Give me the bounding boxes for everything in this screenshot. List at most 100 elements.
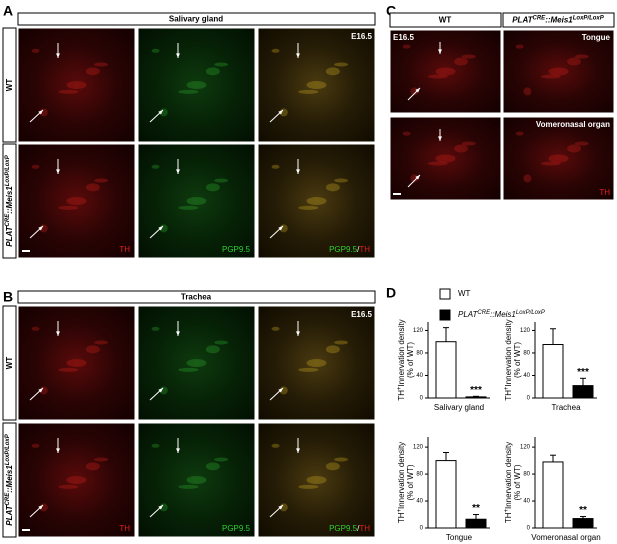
signal	[58, 367, 79, 372]
signal	[85, 183, 100, 192]
signal	[151, 164, 160, 169]
signal	[214, 340, 229, 345]
signal	[540, 74, 561, 79]
signal	[461, 141, 476, 146]
signal	[214, 178, 229, 183]
arrowhead	[158, 505, 163, 510]
text-part: +	[504, 509, 510, 513]
panel-letter: B	[3, 289, 13, 305]
x-label: Vomeronasal organ	[531, 533, 600, 542]
signal	[298, 367, 319, 372]
signal	[205, 345, 220, 354]
panel-header: Trachea	[181, 293, 212, 302]
signal	[334, 340, 349, 345]
y-tick-label: 40	[416, 499, 423, 505]
signal	[427, 161, 448, 166]
text-part: TH	[359, 245, 370, 254]
text-part: PLAT	[5, 225, 14, 246]
signal	[298, 205, 319, 210]
signal	[298, 484, 319, 489]
arrowhead	[56, 169, 60, 174]
signal	[402, 44, 411, 49]
text-part: TH	[504, 390, 513, 401]
row-label-box	[2, 305, 17, 421]
genotype-label: PLATCRE::Meis1LoxP/LoxP	[512, 15, 605, 25]
arrowhead	[176, 169, 180, 174]
text-part: CRE	[533, 15, 547, 21]
signal	[306, 359, 327, 367]
text-part: PGP9.5	[222, 245, 251, 254]
y-tick-label: 40	[523, 373, 530, 379]
text-part: LoxP/LoxP	[5, 154, 11, 186]
y-tick-label: 80	[523, 472, 530, 478]
row-label: WT	[5, 79, 14, 92]
legend-swatch	[439, 309, 451, 321]
text-part: PLAT	[512, 16, 533, 25]
text-part: ::Meis1	[545, 16, 573, 25]
y-label: (% of WT)	[406, 464, 415, 500]
y-tick-label: 120	[520, 328, 531, 334]
arrowhead	[38, 505, 43, 510]
arrowhead	[158, 388, 163, 393]
signal	[306, 476, 327, 484]
text-part: PGP9.5	[329, 245, 358, 254]
signal	[271, 326, 280, 331]
signal	[548, 67, 569, 76]
text-part: TH	[119, 245, 130, 254]
signal	[58, 89, 79, 94]
arrowhead	[278, 110, 283, 115]
signal	[515, 131, 524, 136]
text-part: CRE	[5, 213, 11, 227]
signal	[31, 48, 40, 53]
micrograph	[257, 422, 376, 538]
y-label: TH+Innervation density	[504, 319, 514, 400]
bar	[572, 518, 594, 529]
micrograph	[17, 305, 136, 421]
arrowhead	[296, 53, 300, 58]
y-label: TH+Innervation density	[397, 319, 407, 400]
signal	[271, 443, 280, 448]
stage-label: E16.5	[351, 310, 372, 319]
row-label-box	[2, 422, 17, 538]
signal	[31, 443, 40, 448]
text-part: ::Meis1	[5, 186, 14, 214]
signal	[31, 326, 40, 331]
signal	[214, 62, 229, 67]
micrograph	[502, 29, 615, 114]
bar	[465, 518, 487, 529]
signal	[39, 503, 48, 512]
stain-label: PGP9.5	[222, 524, 251, 533]
header-box	[17, 290, 376, 304]
signal	[523, 174, 532, 183]
significance: **	[472, 503, 480, 514]
significance: ***	[470, 385, 482, 396]
y-tick-label: 80	[523, 351, 530, 357]
micrograph	[17, 422, 136, 538]
signal	[461, 54, 476, 59]
signal	[279, 386, 288, 395]
text-part: /	[357, 245, 360, 254]
text-part: PGP9.5	[329, 524, 358, 533]
header-box	[17, 12, 376, 26]
signal	[186, 197, 207, 205]
arrowhead	[296, 169, 300, 174]
signal	[279, 224, 288, 233]
text-part: LoxP/LoxP	[573, 15, 605, 21]
signal	[435, 67, 456, 76]
signal	[427, 74, 448, 79]
text-part: TH	[599, 188, 610, 197]
signal	[178, 205, 199, 210]
signal	[271, 48, 280, 53]
text-part: LoxP/LoxP	[5, 433, 11, 465]
text-part: TH	[119, 524, 130, 533]
text-part: TH	[397, 512, 406, 523]
signal	[540, 161, 561, 166]
row-label-box	[2, 27, 17, 143]
bar	[542, 344, 564, 399]
arrowhead	[176, 53, 180, 58]
arrowhead	[438, 136, 442, 141]
text-part: LoxP/LoxP	[516, 310, 545, 316]
scale-bar	[22, 529, 30, 531]
text-part: Innervation density	[504, 442, 513, 509]
tissue-label: Vomeronasal organ	[536, 120, 610, 129]
